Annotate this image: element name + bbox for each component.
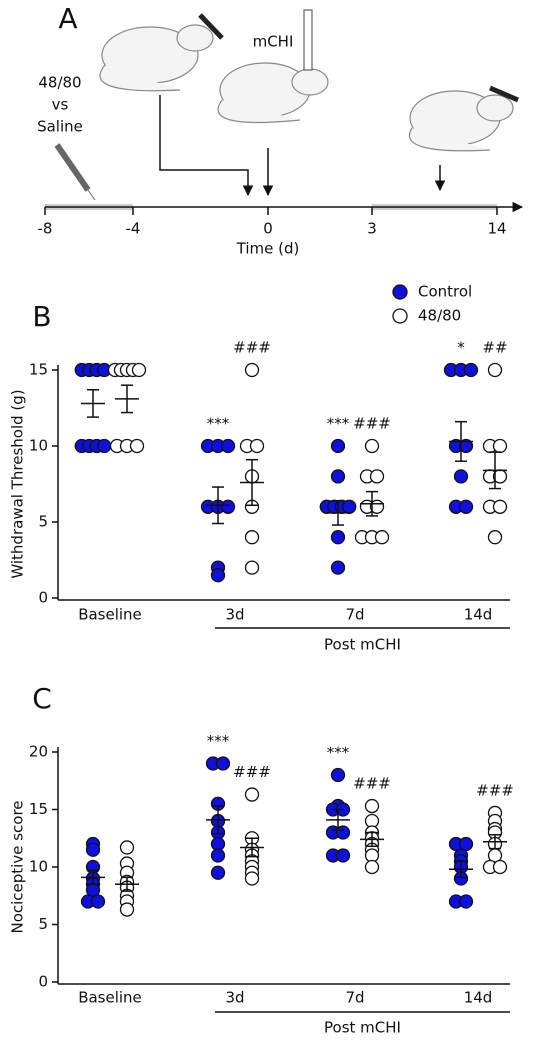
y-axis-label: Nociceptive score <box>9 800 27 933</box>
data-point <box>458 894 474 909</box>
data-point <box>244 787 260 802</box>
x-tick-label: 7d <box>345 606 364 624</box>
data-point <box>463 362 479 378</box>
data-point <box>364 859 380 875</box>
significance-label: *** <box>207 732 230 750</box>
significance-label: *** <box>327 744 350 762</box>
panel-label: A <box>58 2 77 35</box>
data-point <box>335 848 351 863</box>
data-point <box>364 438 380 454</box>
data-point <box>97 438 112 454</box>
procedure-label: mCHI <box>253 33 294 51</box>
group-label: Post mCHI <box>324 636 401 654</box>
data-point <box>249 438 265 454</box>
significance-label: ### <box>233 339 271 357</box>
x-axis-label: Time (d) <box>236 240 300 258</box>
data-point <box>487 362 503 378</box>
data-point <box>335 825 351 840</box>
data-point <box>210 865 226 880</box>
panel-label: B <box>32 300 51 333</box>
x-tick-label: 14d <box>464 606 493 624</box>
x-tick-label: 3d <box>225 606 244 624</box>
data-point <box>330 469 346 484</box>
significance-label: *** <box>207 415 230 433</box>
significance-label: ### <box>353 415 391 433</box>
data-point <box>458 499 474 514</box>
data-point <box>220 438 236 454</box>
data-point <box>129 438 145 454</box>
data-point <box>210 848 226 863</box>
legend-marker <box>392 308 408 324</box>
significance-label: * <box>457 339 465 357</box>
data-point <box>244 530 260 545</box>
significance-label: ### <box>353 775 391 793</box>
group-label: Post mCHI <box>324 1019 401 1037</box>
data-point <box>330 438 346 454</box>
data-point <box>492 499 508 514</box>
y-tick-label: 5 <box>38 513 48 531</box>
data-point <box>330 767 346 783</box>
y-tick-label: 20 <box>29 743 48 761</box>
panel-label: C <box>32 682 52 715</box>
significance-label: ### <box>476 781 514 799</box>
x-tick-label: Baseline <box>78 606 142 624</box>
data-point <box>210 568 226 583</box>
y-tick-label: 0 <box>38 973 48 991</box>
x-tick-label: 7d <box>345 989 364 1007</box>
data-point <box>453 469 469 484</box>
x-tick-label: -8 <box>38 220 53 238</box>
x-tick-label: 3 <box>367 220 377 238</box>
data-point <box>330 530 346 545</box>
treatment-label: vs <box>52 96 69 114</box>
treatment-label: Saline <box>37 118 83 136</box>
data-point <box>90 894 106 909</box>
y-tick-label: 0 <box>38 589 48 607</box>
legend-label: 48/80 <box>418 307 461 325</box>
data-point <box>374 530 390 545</box>
y-axis-label: Withdrawal Threshold (g) <box>9 389 27 578</box>
data-point <box>369 469 385 484</box>
legend-marker <box>392 284 408 300</box>
legend-label: Control <box>418 283 472 301</box>
y-tick-label: 15 <box>29 800 48 818</box>
data-point <box>215 756 231 771</box>
data-point <box>342 499 357 514</box>
x-tick-label: 14d <box>464 989 493 1007</box>
y-tick-label: 15 <box>29 361 48 379</box>
x-tick-label: Baseline <box>78 989 142 1007</box>
data-point <box>85 842 101 857</box>
y-tick-label: 5 <box>38 915 48 933</box>
significance-label: ## <box>482 339 507 357</box>
y-tick-label: 10 <box>29 858 48 876</box>
data-point <box>492 859 508 875</box>
data-point <box>220 499 236 514</box>
data-point <box>244 560 260 575</box>
x-tick-label: -4 <box>126 220 141 238</box>
treatment-label: 48/80 <box>38 74 81 92</box>
y-tick-label: 10 <box>29 437 48 455</box>
significance-label: *** <box>327 415 350 433</box>
data-point <box>492 438 508 454</box>
illustration <box>54 9 519 201</box>
data-point <box>131 362 147 378</box>
x-tick-label: 0 <box>263 220 273 238</box>
data-point <box>364 798 380 814</box>
x-tick-label: 14 <box>487 220 506 238</box>
significance-label: ### <box>233 763 271 781</box>
data-point <box>330 560 346 575</box>
data-point <box>244 362 260 378</box>
data-point <box>119 840 135 855</box>
data-point <box>458 438 474 454</box>
x-tick-label: 3d <box>225 989 244 1007</box>
data-point <box>119 902 135 917</box>
data-point <box>487 530 503 545</box>
data-point <box>244 871 260 886</box>
